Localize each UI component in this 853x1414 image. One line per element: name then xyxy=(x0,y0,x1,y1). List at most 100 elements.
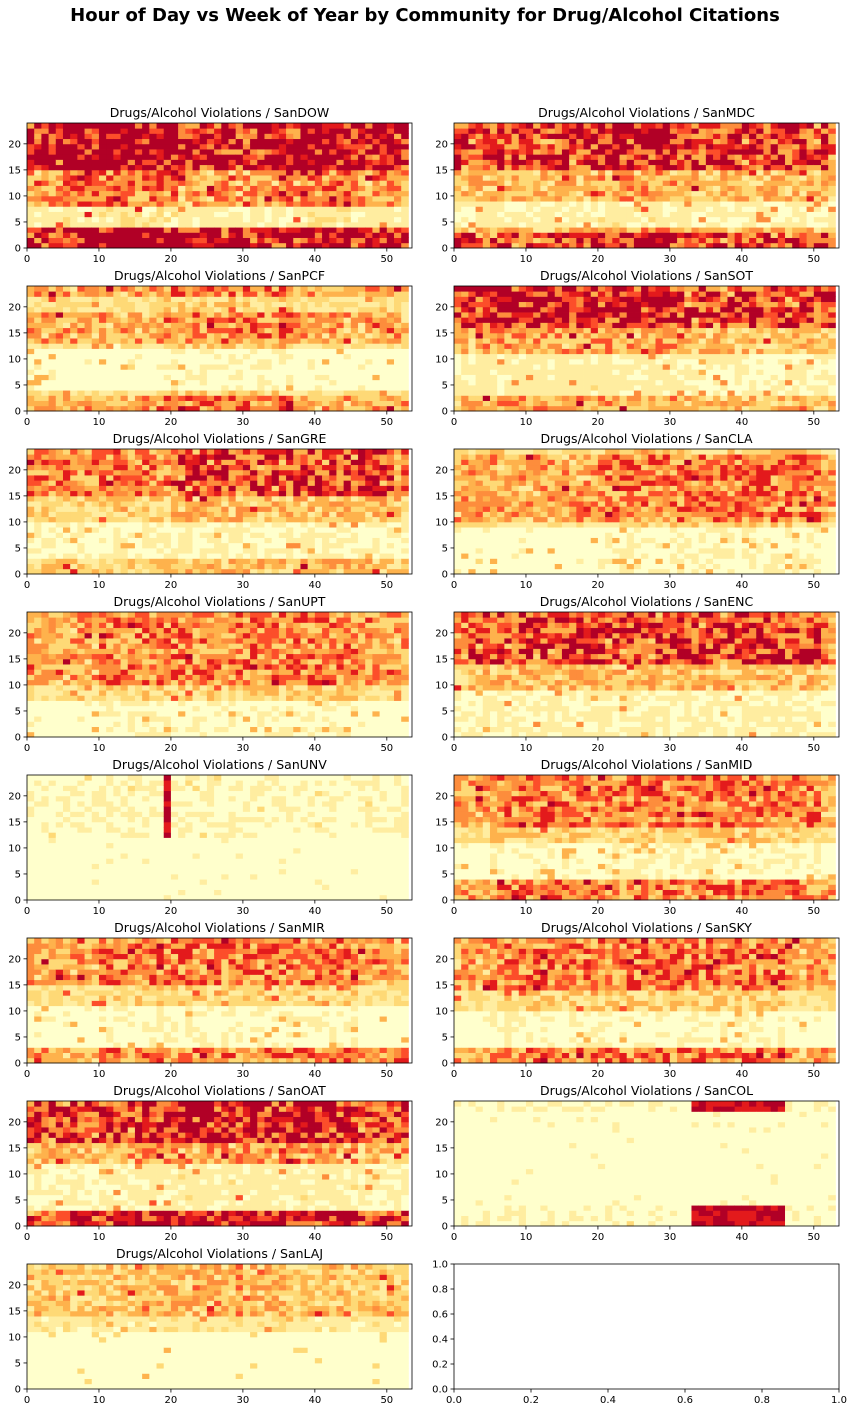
heatmap-cell xyxy=(379,185,388,192)
heatmap-cell xyxy=(278,369,287,375)
heatmap-cell xyxy=(113,332,121,339)
heatmap-cell xyxy=(84,221,93,228)
heatmap-cell xyxy=(489,348,498,355)
heatmap-cell xyxy=(633,364,642,370)
heatmap-cell xyxy=(734,227,743,233)
heatmap-cell xyxy=(691,379,700,386)
heatmap-cell xyxy=(720,211,728,218)
heatmap-cell xyxy=(569,379,577,386)
heatmap-cell xyxy=(734,353,743,360)
heatmap-cell xyxy=(713,201,721,207)
heatmap-cell xyxy=(178,175,186,181)
heatmap-cell xyxy=(619,221,628,228)
heatmap-cell xyxy=(504,400,512,407)
heatmap-cell xyxy=(98,138,107,145)
heatmap-cell xyxy=(372,206,381,212)
heatmap-cell xyxy=(343,364,352,370)
heatmap-cell xyxy=(561,390,570,396)
heatmap-cell xyxy=(134,133,143,140)
heatmap-cell xyxy=(365,384,373,391)
heatmap-cell xyxy=(91,242,100,249)
heatmap-cell xyxy=(482,175,491,181)
heatmap-cell xyxy=(662,390,671,396)
heatmap-cell xyxy=(372,175,381,181)
heatmap-cell xyxy=(62,169,71,176)
heatmap-cell xyxy=(691,384,700,391)
heatmap-cell xyxy=(350,169,359,176)
heatmap-cell xyxy=(350,164,359,171)
heatmap-cell xyxy=(293,400,301,407)
heatmap-cell xyxy=(597,286,606,292)
heatmap-cell xyxy=(120,232,129,238)
heatmap-cell xyxy=(300,154,309,160)
heatmap-cell xyxy=(756,164,764,171)
heatmap-cell xyxy=(641,379,649,386)
heatmap-cell xyxy=(70,185,78,192)
heatmap-cell xyxy=(461,400,469,407)
heatmap-cell xyxy=(228,306,237,313)
heatmap-cell xyxy=(70,291,78,297)
heatmap-cell xyxy=(547,154,556,160)
heatmap-cell xyxy=(149,296,157,303)
heatmap-cell xyxy=(655,296,664,303)
heatmap-cell xyxy=(533,364,541,370)
heatmap-cell xyxy=(605,237,613,244)
heatmap-cell xyxy=(343,384,352,391)
heatmap-cell xyxy=(48,201,57,207)
heatmap-cell xyxy=(134,369,143,375)
heatmap-cell xyxy=(497,390,505,396)
heatmap-cell xyxy=(561,190,570,197)
heatmap-cell xyxy=(192,348,201,355)
heatmap-cell xyxy=(684,338,692,344)
heatmap-cell xyxy=(612,128,620,134)
heatmap-cell xyxy=(271,400,280,407)
heatmap-cell xyxy=(705,384,714,391)
heatmap-cell xyxy=(386,185,395,192)
heatmap-cell xyxy=(662,348,671,355)
heatmap-cell xyxy=(300,353,309,360)
heatmap-cell xyxy=(705,364,714,370)
heatmap-cell xyxy=(677,374,685,381)
heatmap-cell xyxy=(799,237,808,244)
heatmap-cell xyxy=(605,242,613,249)
heatmap-cell xyxy=(489,175,498,181)
heatmap-cell xyxy=(156,169,165,176)
heatmap-cell xyxy=(257,159,265,166)
heatmap-cell xyxy=(170,286,179,292)
heatmap-cell xyxy=(669,128,678,134)
heatmap-cell xyxy=(619,291,628,297)
heatmap-cell xyxy=(454,306,462,313)
heatmap-cell xyxy=(612,180,620,186)
heatmap-cell xyxy=(669,133,678,140)
heatmap-cell xyxy=(677,206,685,212)
heatmap-cell xyxy=(626,306,635,313)
heatmap-cell xyxy=(127,291,136,297)
heatmap-cell xyxy=(206,306,215,313)
heatmap-cell xyxy=(41,286,49,292)
heatmap-cell xyxy=(379,169,388,176)
heatmap-cell xyxy=(242,237,251,244)
heatmap-cell xyxy=(55,143,64,150)
heatmap-cell xyxy=(286,348,294,355)
heatmap-cell xyxy=(278,149,287,155)
heatmap-cell xyxy=(214,358,222,365)
heatmap-cell xyxy=(468,133,476,140)
heatmap-cell xyxy=(120,405,129,412)
heatmap-cell xyxy=(214,338,222,344)
heatmap-cell xyxy=(199,149,208,155)
heatmap-cell xyxy=(192,180,201,186)
heatmap-cell xyxy=(62,369,71,375)
heatmap-cell xyxy=(684,395,692,401)
heatmap-cell xyxy=(489,364,498,370)
heatmap-cell xyxy=(163,358,172,365)
heatmap-cell xyxy=(365,369,373,375)
heatmap-cell xyxy=(221,379,229,386)
heatmap-cell xyxy=(497,353,505,360)
heatmap-cell xyxy=(228,154,237,160)
heatmap-cell xyxy=(583,154,592,160)
heatmap-cell xyxy=(235,369,244,375)
heatmap-cell xyxy=(214,312,222,318)
heatmap-cell xyxy=(619,343,628,349)
heatmap-cell xyxy=(806,216,815,223)
heatmap-cell xyxy=(300,395,309,401)
